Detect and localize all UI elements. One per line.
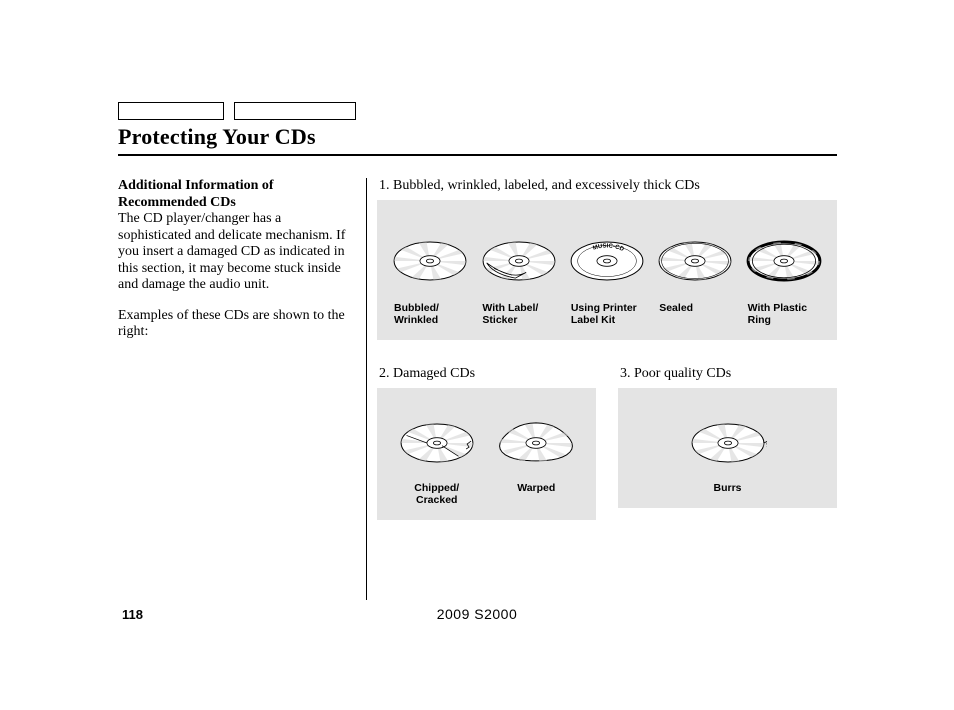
- section-3-title: 3. Poor quality CDs: [620, 366, 837, 382]
- section-3-items: Burrs: [638, 418, 817, 494]
- cd-item-warped: Warped: [497, 418, 577, 506]
- page-title-block: Protecting Your CDs: [118, 124, 837, 156]
- cd-caption: Using Printer Label Kit: [565, 302, 649, 326]
- cd-item-ring: With Plastic Ring: [745, 236, 823, 326]
- section-2-title: 2. Damaged CDs: [379, 366, 596, 382]
- footer-text: 2009 S2000: [0, 606, 954, 622]
- sections-2-3: 2. Damaged CDs Chipped/ Cracked Warped 3…: [377, 366, 837, 520]
- cd-item-sealed: Sealed: [656, 236, 734, 326]
- section-2: 2. Damaged CDs Chipped/ Cracked Warped: [377, 366, 596, 520]
- cd-caption: Warped: [517, 482, 555, 494]
- cd-item-chipped: Chipped/ Cracked: [397, 418, 477, 506]
- section-2-items: Chipped/ Cracked Warped: [397, 418, 576, 506]
- cd-item-printer: MUSIC-CD Using Printer Label Kit: [568, 236, 646, 326]
- cd-caption: With Plastic Ring: [742, 302, 826, 326]
- section-3: 3. Poor quality CDs Burrs: [618, 366, 837, 520]
- section-1-items: Bubbled/ Wrinkled With Label/ Sticker MU…: [391, 236, 823, 326]
- cd-caption: Sealed: [653, 302, 737, 314]
- cd-item-bubbled: Bubbled/ Wrinkled: [391, 236, 469, 326]
- right-column: 1. Bubbled, wrinkled, labeled, and exces…: [377, 178, 837, 600]
- tab-box-2: [234, 102, 356, 120]
- tab-box-1: [118, 102, 224, 120]
- cd-caption: Burrs: [713, 482, 741, 494]
- cd-caption: Chipped/ Cracked: [414, 482, 459, 506]
- header-tab-boxes: [118, 102, 356, 120]
- section-1-panel: Bubbled/ Wrinkled With Label/ Sticker MU…: [377, 200, 837, 340]
- left-subhead: Additional Information of Recommended CD…: [118, 178, 352, 211]
- column-divider: [366, 178, 367, 600]
- section-3-panel: Burrs: [618, 388, 837, 508]
- cd-caption: Bubbled/ Wrinkled: [388, 302, 472, 326]
- title-underline: [118, 154, 837, 156]
- cd-item-label: With Label/ Sticker: [479, 236, 557, 326]
- left-para-2: Examples of these CDs are shown to the r…: [118, 308, 352, 341]
- section-1-title: 1. Bubbled, wrinkled, labeled, and exces…: [379, 178, 837, 194]
- left-para-1: The CD player/changer has a sophisticate…: [118, 211, 352, 294]
- body: Additional Information of Recommended CD…: [118, 178, 837, 600]
- cd-item-burrs: Burrs: [638, 418, 817, 494]
- section-1: 1. Bubbled, wrinkled, labeled, and exces…: [377, 178, 837, 340]
- cd-caption: With Label/ Sticker: [476, 302, 560, 326]
- left-column: Additional Information of Recommended CD…: [118, 178, 366, 600]
- manual-page: Protecting Your CDs Additional Informati…: [0, 0, 954, 710]
- section-2-panel: Chipped/ Cracked Warped: [377, 388, 596, 520]
- page-title: Protecting Your CDs: [118, 124, 837, 154]
